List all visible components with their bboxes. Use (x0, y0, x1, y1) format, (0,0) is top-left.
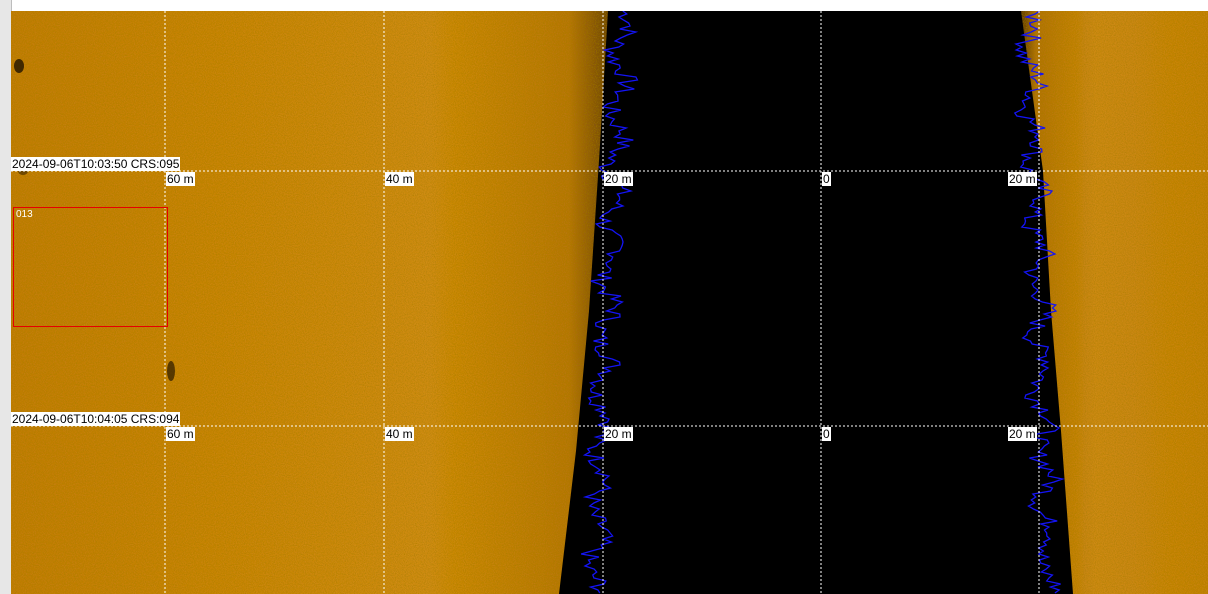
ping-timestamp-label: 2024-09-06T10:04:05 CRS:094 (11, 412, 181, 426)
range-grid (11, 11, 1208, 594)
range-label-port-20: 20 m (604, 172, 633, 186)
range-label-nadir: 0 (822, 172, 831, 186)
top-border (0, 0, 1208, 11)
range-label-port-40: 40 m (385, 427, 414, 441)
target-marker-box[interactable]: 013 (13, 207, 168, 327)
ping-timestamp-label: 2024-09-06T10:03:50 CRS:095 (11, 157, 181, 171)
range-label-port-60: 60 m (166, 427, 195, 441)
target-id-label: 013 (16, 209, 33, 220)
sidescan-image (11, 11, 1208, 594)
range-label-port-40: 40 m (385, 172, 414, 186)
range-label-stbd-20: 20 m (1008, 427, 1037, 441)
sidescan-waterfall-view[interactable]: 2024-09-06T10:03:50 CRS:095 60 m 40 m 20… (11, 11, 1208, 594)
range-label-port-60: 60 m (166, 172, 195, 186)
range-label-stbd-20: 20 m (1008, 172, 1037, 186)
range-label-port-20: 20 m (604, 427, 633, 441)
range-label-nadir: 0 (822, 427, 831, 441)
